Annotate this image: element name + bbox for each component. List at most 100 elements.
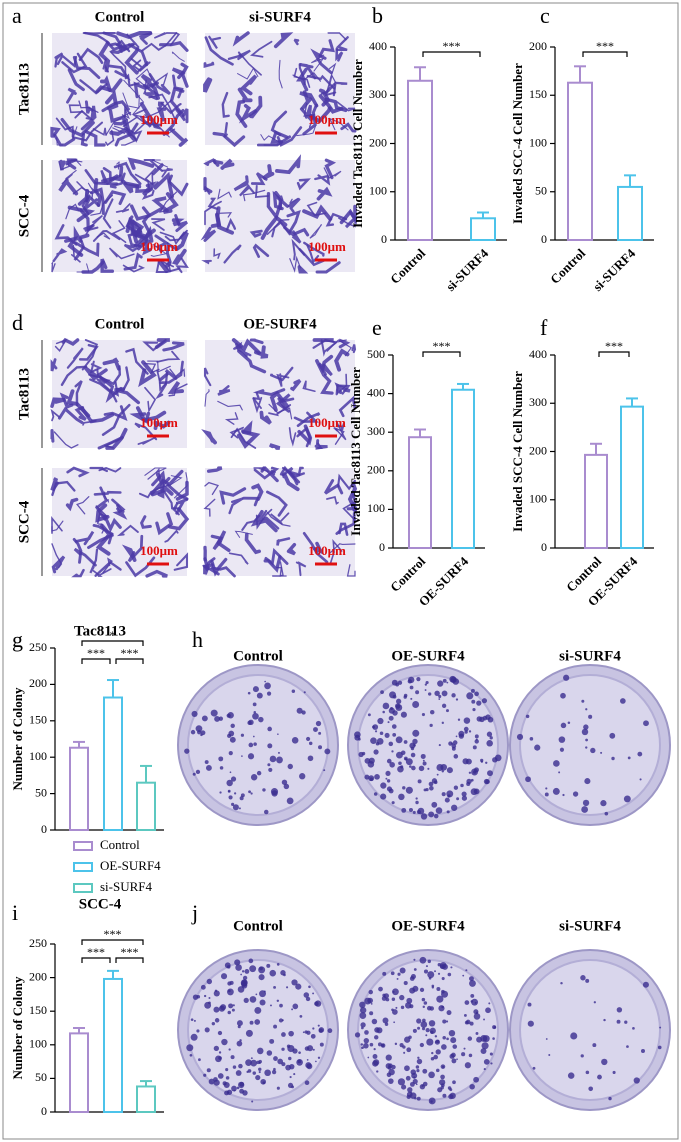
colony (412, 810, 416, 814)
cell-stain (286, 210, 301, 234)
colony (403, 980, 408, 986)
colony (249, 965, 257, 973)
colony (278, 1018, 284, 1023)
cell-stain (113, 161, 142, 185)
colony (422, 761, 427, 766)
cell-stain (133, 81, 159, 99)
colony (287, 1044, 295, 1053)
colony (195, 725, 203, 732)
colony (428, 1020, 436, 1027)
colony (468, 771, 472, 774)
cell-stain (58, 178, 79, 196)
cell-stain (66, 347, 84, 369)
cell-stain (165, 241, 178, 264)
colony (410, 746, 415, 751)
cell-stain (130, 219, 143, 238)
colony (404, 1065, 410, 1072)
colony (471, 998, 479, 1006)
colony (268, 767, 273, 772)
colony (581, 806, 589, 813)
cell-stain (266, 218, 290, 235)
cell-stain (336, 422, 345, 431)
cell-stain (302, 204, 333, 221)
colony (226, 779, 233, 787)
colony (433, 780, 438, 785)
colony (247, 1069, 252, 1073)
colony (228, 989, 231, 993)
row-label: Tac8113 (16, 63, 32, 115)
colony (247, 691, 251, 695)
significance-label: *** (121, 945, 139, 959)
cell-stain (244, 532, 261, 555)
colony (485, 1007, 491, 1014)
cell-stain (51, 520, 64, 532)
cell-stain (252, 391, 261, 401)
cell-stain (156, 107, 167, 122)
cell-stain (293, 38, 300, 46)
y-tick-label: 300 (367, 424, 385, 438)
colony (386, 1072, 392, 1078)
cell-stain (228, 552, 249, 565)
colony (469, 1083, 475, 1090)
cell-stain (277, 396, 295, 409)
colony (409, 1004, 414, 1009)
colony (451, 693, 456, 698)
cell-stain (282, 472, 300, 492)
colony (600, 751, 603, 754)
colony (428, 781, 434, 787)
micrograph: 100μm (50, 466, 190, 578)
cell-stain (120, 128, 138, 146)
cell-stain (201, 259, 212, 265)
colony (632, 1027, 635, 1030)
colony (446, 681, 449, 684)
colony (288, 1056, 292, 1061)
colony (567, 1072, 575, 1079)
colony (232, 1004, 235, 1007)
colony (417, 779, 422, 784)
cell-stain (264, 547, 289, 566)
micrograph: 100μm (201, 465, 358, 578)
colony (385, 770, 391, 777)
cell-stain (55, 117, 74, 138)
colony (239, 1081, 245, 1087)
colony (492, 1037, 495, 1040)
colony (312, 1027, 315, 1030)
cell-stain (217, 188, 232, 200)
colony (189, 1053, 193, 1057)
colony (450, 966, 453, 969)
column-label: Control (233, 918, 283, 934)
cell-stain (124, 73, 140, 88)
cell-stain (299, 62, 317, 80)
colony (234, 792, 237, 795)
colony (440, 1074, 445, 1080)
colony (474, 734, 479, 739)
colony (436, 987, 441, 992)
colony (490, 1062, 493, 1065)
colony (427, 959, 431, 964)
colony (380, 782, 387, 789)
colony (425, 965, 428, 968)
colony (226, 965, 231, 969)
cell-stain (71, 568, 85, 578)
colony (230, 723, 235, 729)
y-tick-label: 0 (379, 540, 385, 554)
colony (224, 1090, 230, 1096)
colony (211, 1021, 216, 1026)
colony (259, 999, 266, 1006)
cell-stain (302, 103, 318, 136)
colony (640, 1048, 645, 1053)
colony (291, 1008, 294, 1011)
colony (238, 807, 241, 810)
cell-stain (206, 466, 223, 473)
cell-stain (314, 439, 328, 450)
colony (442, 1019, 447, 1024)
cell-stain (151, 218, 166, 231)
colony (318, 1028, 323, 1033)
colony (204, 1027, 210, 1033)
colony (424, 683, 427, 686)
colony (228, 795, 233, 800)
colony (262, 788, 266, 792)
colony (396, 698, 402, 704)
